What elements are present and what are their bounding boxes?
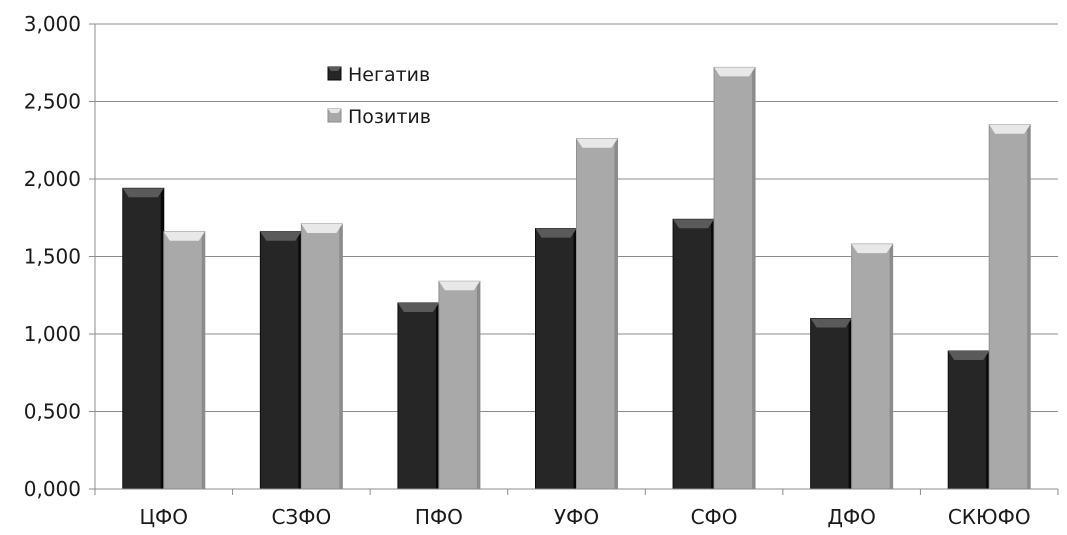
x-category-label: СЗФО [271,505,331,529]
bar-body [535,228,577,490]
bar-side [711,219,715,490]
bar-negative-1 [259,231,302,490]
bar-positive-6 [988,124,1031,490]
x-category-label: ДФО [827,505,876,529]
bar-positive-3 [576,138,618,490]
bar-side [986,351,990,489]
bar-cap [397,303,439,312]
bar-negative-4 [672,218,715,490]
y-tick-label: 2,500 [24,90,81,114]
x-category-label: СКЮФО [948,505,1031,529]
bars [122,66,1031,490]
legend-swatch-cap [328,109,341,113]
y-tick-label: 3,000 [24,12,81,36]
bar-cap [810,318,852,328]
bar-side [339,223,343,489]
x-category-label: СФО [691,505,738,529]
bar-side [573,228,577,489]
y-tick-label: 0,000 [24,477,81,501]
bar-side [752,67,756,490]
bar-negative-5 [810,318,853,490]
bar-side [435,303,439,489]
bar-body [163,231,206,490]
bar-positive-5 [851,243,894,490]
bar-cap [576,138,618,148]
bar-positive-4 [713,66,756,490]
bar-cap [163,231,205,241]
bar-side [614,138,618,489]
bar-cap [535,228,577,238]
bar-body [672,218,715,490]
bar-cap [122,188,164,198]
y-tick-labels: 0,000 0,500 1,000 1,500 2,000 2,500 3,000 [24,12,81,501]
x-category-label: УФО [554,505,599,529]
bar-cap [673,219,715,229]
bar-cap [260,231,302,241]
x-category-label: ПФО [415,505,463,529]
bar-side [160,188,164,490]
bar-body [122,187,165,490]
bar-cap [948,351,990,361]
bar-body [259,231,302,490]
legend-item-positive: Позитив [327,106,431,128]
bar-body [300,223,343,490]
bar-cap [438,281,480,291]
legend: Негатив Позитив [327,64,431,128]
bar-body [397,302,440,490]
bar-cap [989,124,1031,134]
bar-side [476,281,480,489]
bar-negative-3 [535,228,577,490]
y-tick-label: 1,000 [24,322,81,346]
x-category-label: ЦФО [140,505,189,529]
bar-side [1027,124,1031,489]
bar-body [810,318,853,490]
bar-negative-6 [947,350,990,490]
x-category-labels: ЦФО СЗФО ПФО УФО СФО ДФО СКЮФО [140,505,1031,529]
bar-side [848,318,852,489]
bar-body [851,243,894,490]
bar-negative-0 [122,187,165,490]
bar-positive-2 [438,280,481,490]
bar-body [947,350,990,490]
bar-positive-0 [163,231,206,490]
bar-side [201,231,205,489]
legend-label: Негатив [348,64,430,86]
y-tick-label: 2,000 [24,167,81,191]
bar-cap [301,223,343,233]
bar-cap [714,67,756,77]
legend-swatch-cap [328,67,341,71]
bar-body [576,138,618,490]
bar-cap [851,244,893,254]
legend-label: Позитив [348,106,431,128]
bar-negative-2 [397,302,440,490]
bar-side [889,244,893,489]
bar-body [438,280,481,490]
y-tick-label: 0,500 [24,400,81,424]
bar-positive-1 [300,223,343,490]
axes [89,23,1059,495]
y-tick-label: 1,500 [24,245,81,269]
legend-item-negative: Негатив [327,64,430,86]
bar-side [298,231,302,489]
bar-body [988,124,1031,490]
bar-body [713,66,756,490]
